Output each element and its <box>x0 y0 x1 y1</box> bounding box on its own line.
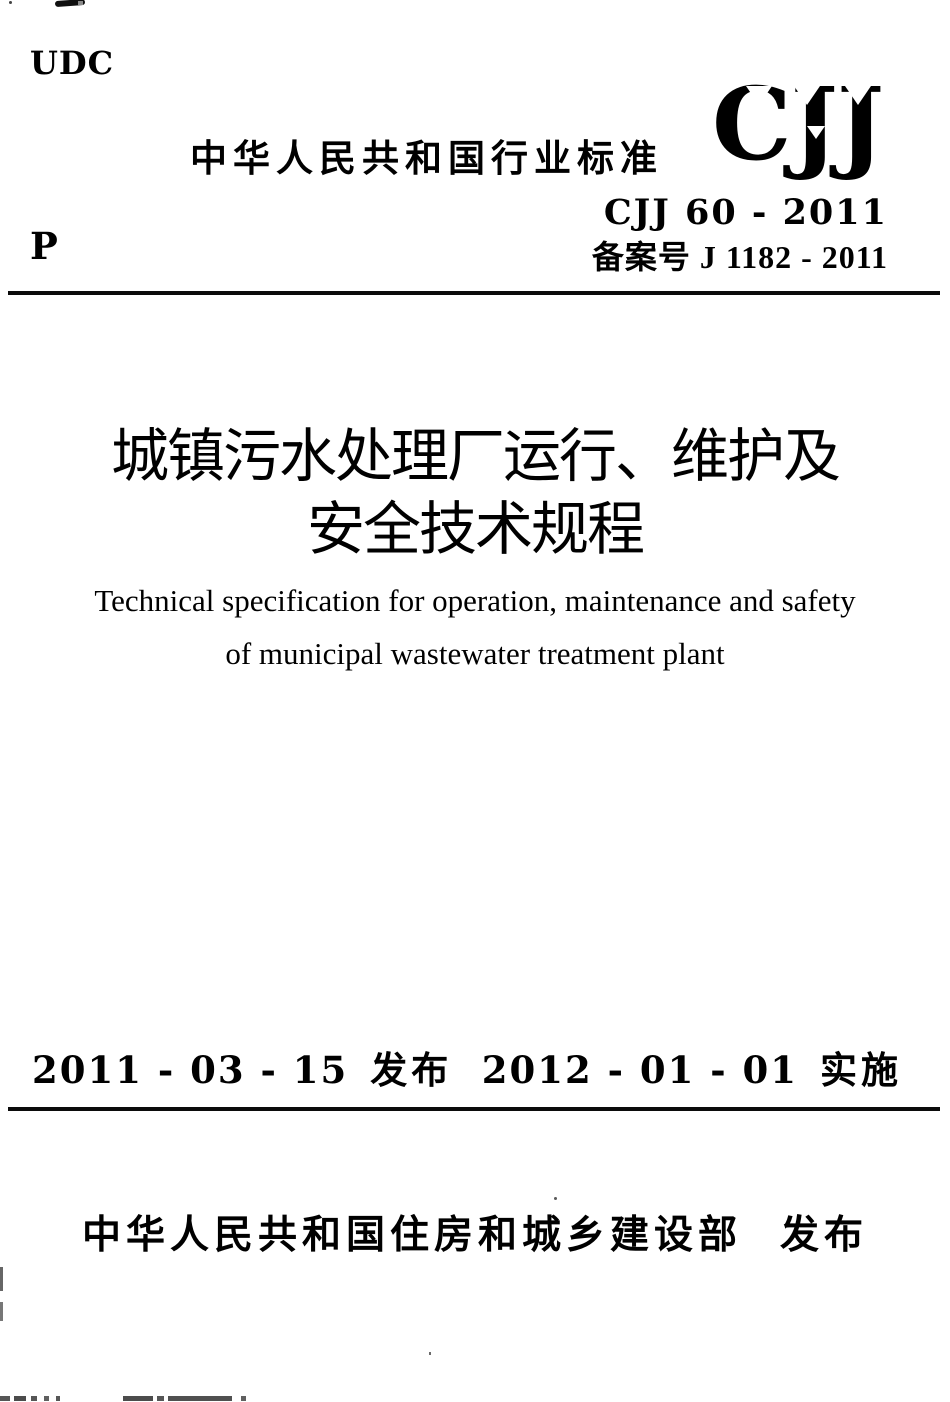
title-cn-line2: 安全技术规程 <box>306 497 645 562</box>
issue-date-group: 2011 - 03 - 15 发布 <box>32 1040 452 1094</box>
logo-bevel-icon <box>756 126 774 139</box>
scan-artifact <box>429 1352 431 1355</box>
udc-label: UDC <box>30 44 115 82</box>
scan-artifact <box>0 1302 3 1321</box>
effective-date-group: 2012 - 01 - 01 实施 <box>482 1040 902 1094</box>
publisher-action: 发布 <box>780 1214 869 1257</box>
page-title-english: Technical specification for operation, m… <box>0 574 950 680</box>
scan-artifact <box>31 1396 37 1401</box>
classification-code: P <box>30 224 58 268</box>
logo-bevel-icon <box>807 126 825 139</box>
title-cn-line1: 城镇污水处理厂运行、维护及 <box>110 424 841 489</box>
logo-bevel-icon <box>845 86 871 105</box>
effective-date: 2012 - 01 - 01 <box>481 1048 798 1092</box>
effective-label: 实施 <box>820 1050 902 1091</box>
page-title-chinese: 城镇污水处理厂运行、维护及 安全技术规程 <box>0 420 950 566</box>
standard-number: CJJ 60 - 2011 <box>603 192 888 233</box>
scan-artifact <box>0 1267 3 1291</box>
scan-artifact <box>168 1396 232 1401</box>
scan-artifact <box>14 1396 26 1401</box>
scan-artifact <box>123 1396 153 1401</box>
scan-artifact <box>9 1 12 4</box>
title-en-line1: Technical specification for operation, m… <box>94 583 856 618</box>
scan-artifact <box>0 1396 10 1401</box>
title-en-line2: of municipal wastewater treatment plant <box>225 636 725 671</box>
publisher-name: 中华人民共和国住房和城乡建设部 <box>81 1214 742 1257</box>
issue-date: 2011 - 03 - 15 <box>32 1048 349 1092</box>
scan-artifact <box>157 1396 164 1401</box>
scan-artifact <box>554 1197 557 1200</box>
scan-artifact <box>56 1396 60 1401</box>
scan-artifact <box>44 1396 49 1401</box>
top-divider <box>8 291 940 295</box>
record-number: 备案号 J 1182 - 2011 <box>591 239 888 275</box>
scan-artifact <box>241 1396 246 1401</box>
logo-bevel-icon <box>794 86 820 105</box>
publisher-line: 中华人民共和国住房和城乡建设部 发布 <box>0 1204 950 1260</box>
logo-bevel-icon <box>746 86 772 105</box>
issue-label: 发布 <box>370 1050 453 1091</box>
cjj-logo: CJJ <box>712 74 892 174</box>
masthead-title: 中华人民共和国行业标准 <box>190 138 663 179</box>
bottom-divider <box>8 1107 940 1111</box>
scan-artifact <box>78 1 83 5</box>
date-row: 2011 - 03 - 15 发布 2012 - 01 - 01 实施 <box>0 1040 950 1092</box>
